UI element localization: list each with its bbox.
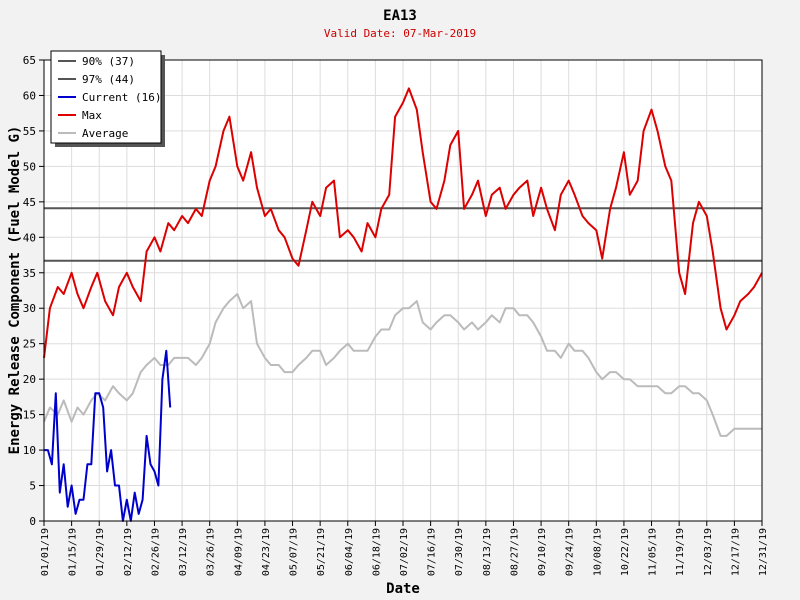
legend-items: 90% (37) 97% (44) Current (16) Max Average xyxy=(58,55,161,140)
y-tick-label: 35 xyxy=(23,267,36,280)
x-tick-label: 04/09/19 xyxy=(233,528,244,576)
y-tick-label: 5 xyxy=(29,480,36,493)
y-tick-label: 10 xyxy=(23,444,36,457)
x-axis-label: Date xyxy=(386,581,420,597)
x-tick-label: 08/27/19 xyxy=(509,528,520,576)
average-series-line xyxy=(43,293,762,437)
x-tick-label: 09/24/19 xyxy=(565,528,576,576)
chart-subtitle: Valid Date: 07-Mar-2019 xyxy=(324,27,476,40)
legend-label: Current (16) xyxy=(82,91,161,104)
legend-label: Average xyxy=(82,127,128,140)
y-tick-label: 55 xyxy=(23,125,36,138)
y-tick-label: 20 xyxy=(23,373,36,386)
x-tick-label: 08/13/19 xyxy=(482,528,493,576)
current-16-series-line xyxy=(44,349,172,522)
y-axis-ticks: 0 5 10 15 20 25 30 35 40 45 50 55 60 65 xyxy=(23,54,44,528)
x-tick-label: 01/15/19 xyxy=(68,528,79,576)
x-tick-label: 01/29/19 xyxy=(95,528,106,576)
x-tick-label: 10/22/19 xyxy=(620,528,631,576)
max-series-line xyxy=(43,87,763,359)
y-tick-label: 60 xyxy=(23,89,36,102)
x-tick-label: 03/26/19 xyxy=(206,528,217,576)
series-layer xyxy=(43,87,763,522)
x-tick-label: 12/17/19 xyxy=(730,528,741,576)
y-tick-label: 30 xyxy=(23,302,36,315)
x-axis-ticks: 01/01/19 01/15/19 01/29/19 02/12/19 02/26/19… xyxy=(40,521,769,576)
y-tick-label: 50 xyxy=(23,160,36,173)
x-tick-label: 01/01/19 xyxy=(40,528,51,576)
x-tick-label: 11/05/19 xyxy=(648,528,659,576)
legend-label: 97% (44) xyxy=(82,73,135,86)
y-tick-label: 25 xyxy=(23,338,36,351)
x-tick-label: 12/03/19 xyxy=(703,528,714,576)
chart-title: EA13 xyxy=(383,8,417,24)
y-tick-label: 45 xyxy=(23,196,36,209)
legend-label: Max xyxy=(82,109,102,122)
x-tick-label: 02/26/19 xyxy=(150,528,161,576)
x-tick-label: 07/02/19 xyxy=(399,528,410,576)
legend-label: 90% (37) xyxy=(82,55,135,68)
x-tick-label: 04/23/19 xyxy=(261,528,272,576)
x-tick-label: 05/21/19 xyxy=(316,528,327,576)
x-tick-label: 09/10/19 xyxy=(537,528,548,576)
x-tick-label: 12/31/19 xyxy=(758,528,769,576)
x-tick-label: 03/12/19 xyxy=(178,528,189,576)
y-tick-label: 15 xyxy=(23,409,36,422)
x-tick-label: 11/19/19 xyxy=(675,528,686,576)
legend: 90% (37) 97% (44) Current (16) Max Average xyxy=(50,50,165,147)
x-tick-label: 02/12/19 xyxy=(123,528,134,576)
x-tick-label: 10/08/19 xyxy=(592,528,603,576)
x-tick-label: 06/04/19 xyxy=(344,528,355,576)
x-tick-label: 05/07/19 xyxy=(289,528,300,576)
y-tick-label: 40 xyxy=(23,231,36,244)
y-axis-label: Energy Release Component (Fuel Model G) xyxy=(7,126,23,455)
x-tick-label: 06/18/19 xyxy=(371,528,382,576)
x-tick-label: 07/16/19 xyxy=(427,528,438,576)
y-tick-label: 0 xyxy=(29,515,36,528)
x-tick-label: 07/30/19 xyxy=(454,528,465,576)
y-tick-label: 65 xyxy=(23,54,36,67)
reference-lines xyxy=(44,207,762,262)
